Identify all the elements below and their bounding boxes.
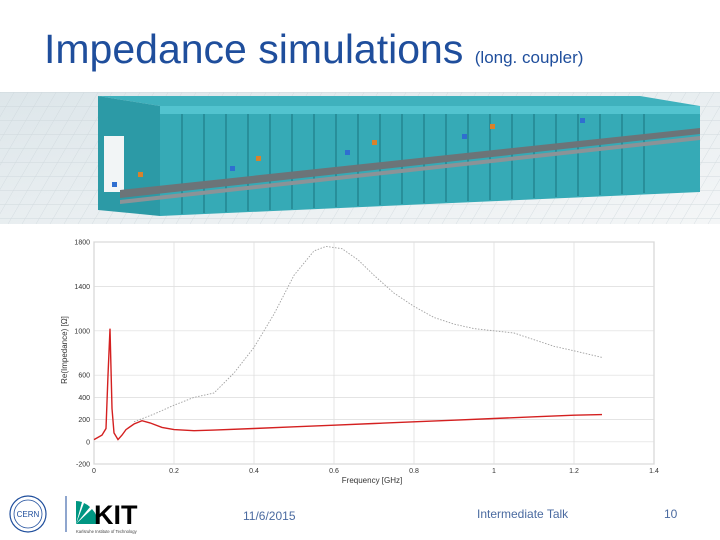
series-line-2 [93,328,603,441]
title-main: Impedance simulations [44,26,464,72]
y-tick-label: 1400 [74,284,90,291]
y-tick-label: 1800 [74,240,90,247]
y-tick-label: -200 [76,462,90,469]
footer-page-number: 10 [664,507,678,521]
y-tick-label: 1000 [74,328,90,335]
x-axis-label: Frequency [GHz] [342,476,402,485]
y-tick-label: 200 [78,417,90,424]
coupler-3d-model [0,92,720,224]
footer-date: 11/6/2015 [243,509,296,523]
title-subtitle: (long. coupler) [474,48,584,67]
beam-port-opening [104,136,124,192]
x-tick-label: 0.4 [249,468,259,475]
series-line-1 [133,245,603,423]
x-tick-label: 1.2 [569,468,579,475]
y-tick-label: 600 [78,373,90,380]
x-tick-label: 1 [492,468,496,475]
kit-logo: KIT Karlsruhe Institute of Technology [76,500,138,534]
footer-logos: CERN KIT Karlsruhe Institute of Technolo… [9,495,138,534]
x-tick-label: 0.2 [169,468,179,475]
x-tick-label: 0 [92,468,96,475]
svg-text:KIT: KIT [94,500,138,530]
cern-logo: CERN [9,495,47,533]
y-tick-labels: -200 0 200 400 600 1000 1400 1800 [74,240,90,469]
y-axis-label: Re(Impedance) [Ω] [60,316,69,384]
x-tick-label: 1.4 [649,468,659,475]
svg-text:Karlsruhe Institute of Technol: Karlsruhe Institute of Technology [76,529,138,534]
footer-talk-title: Intermediate Talk [477,507,569,521]
slide-title: Impedance simulations (long. coupler) [44,26,583,81]
svg-text:CERN: CERN [17,510,40,519]
y-tick-label: 0 [86,439,90,446]
chart-series [93,245,603,441]
x-tick-labels: 0 0.2 0.4 0.6 0.8 1 1.2 1.4 [92,468,659,475]
x-tick-label: 0.8 [409,468,419,475]
x-tick-label: 0.6 [329,468,339,475]
chart-grid [93,241,655,465]
y-tick-label: 400 [78,395,90,402]
